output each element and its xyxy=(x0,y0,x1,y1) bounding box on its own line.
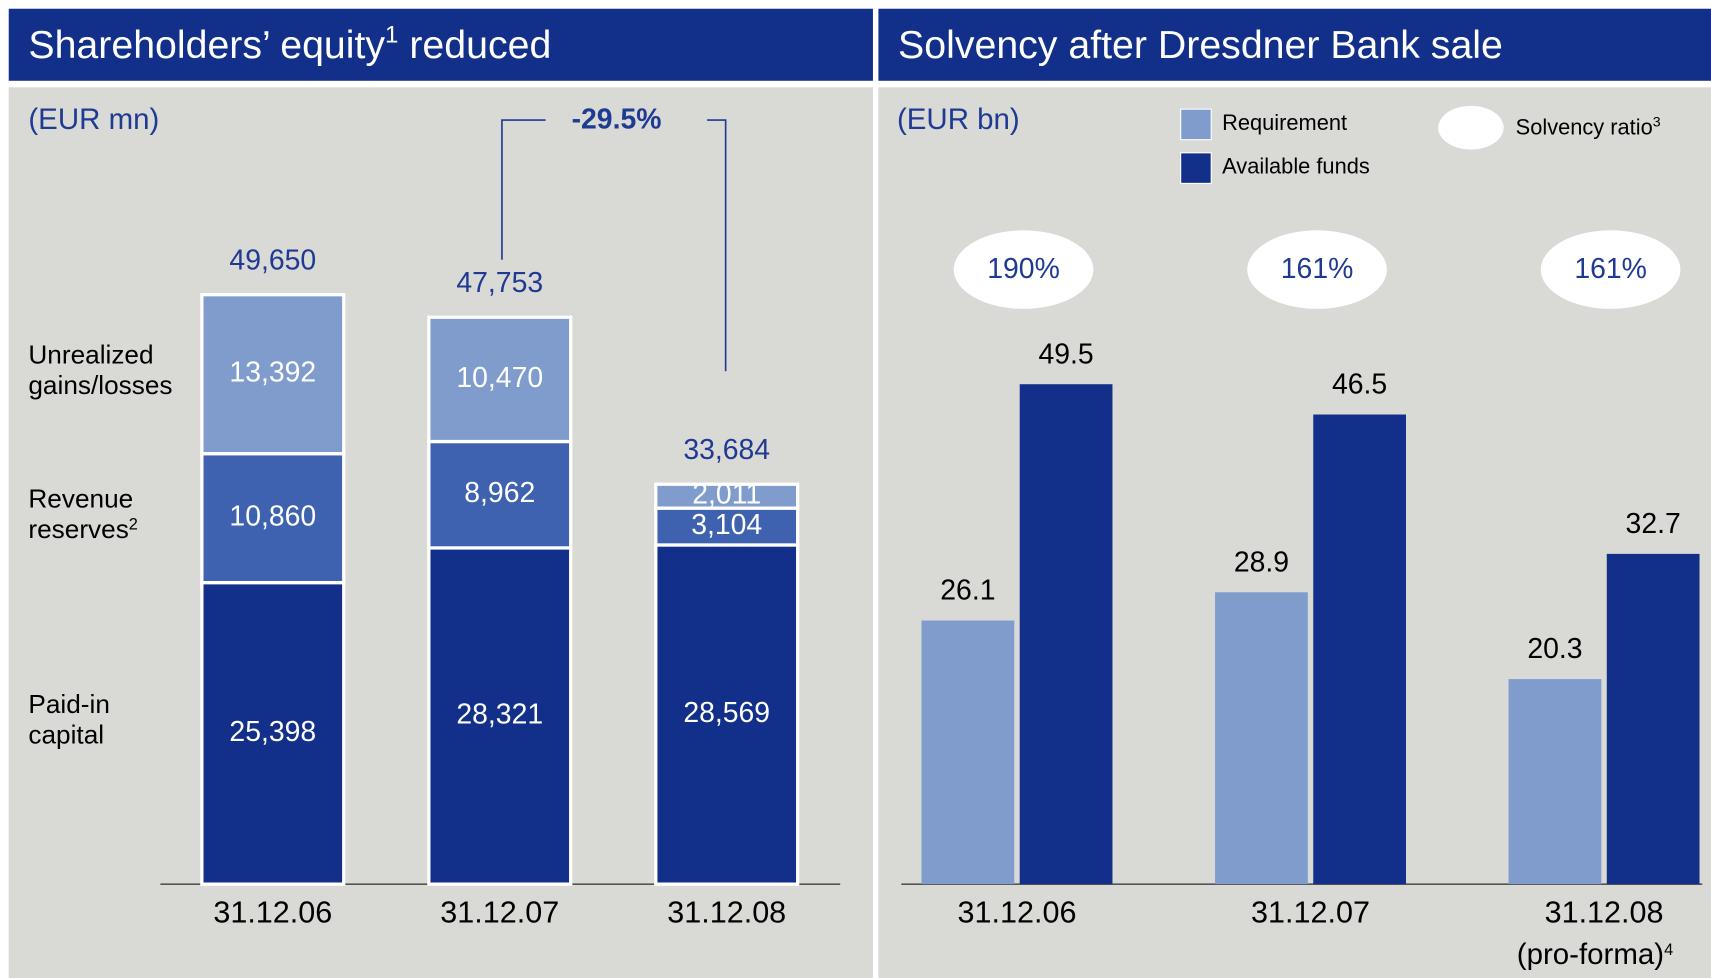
bar xyxy=(1215,592,1308,885)
bar xyxy=(1313,414,1406,885)
pro-forma-note: 4 xyxy=(1664,940,1674,960)
legend-ratio-swatch xyxy=(1438,105,1504,150)
ratio-label: 190% xyxy=(987,253,1060,285)
legend-swatch xyxy=(1180,152,1212,184)
series-name: Paid-in capital xyxy=(28,689,110,750)
legend-label: Available funds xyxy=(1222,154,1370,180)
value-label: 46.5 xyxy=(1332,369,1387,401)
value-label: 28.9 xyxy=(1234,546,1289,578)
ratio-name: Solvency ratio xyxy=(1515,115,1653,140)
x-tick-label: 31.12.06 xyxy=(958,896,1077,930)
x-tick-label: 31.12.07 xyxy=(440,896,559,930)
series-note: 2 xyxy=(128,515,138,534)
ratio-label: 161% xyxy=(1574,253,1647,285)
segment-label: 3,104 xyxy=(691,509,762,541)
unit-label: (EUR mn) xyxy=(28,102,160,136)
series-label: Revenue reserves2 xyxy=(28,485,192,546)
series-name: Unrealized gains/losses xyxy=(28,340,173,401)
ratio-bubble xyxy=(1540,230,1681,309)
bar-segment xyxy=(427,546,573,886)
bar-segment xyxy=(654,543,800,886)
bar-segment xyxy=(654,506,800,547)
title-note: 1 xyxy=(385,20,399,49)
series-label: Unrealized gains/losses xyxy=(28,341,192,402)
x-tick-label: 31.12.07 xyxy=(1251,896,1370,930)
ratio-note: 3 xyxy=(1652,113,1661,130)
title: Solvency after Dresdner Bank sale xyxy=(898,21,1503,67)
total-label: 33,684 xyxy=(683,434,770,466)
value-label: 49.5 xyxy=(1038,338,1093,370)
segment-label: 10,860 xyxy=(229,501,316,533)
legend-swatch xyxy=(1180,108,1212,141)
bar xyxy=(1508,679,1602,885)
title: Shareholders’ equity xyxy=(28,21,386,67)
change-bracket-right xyxy=(707,119,727,372)
bar xyxy=(1606,553,1700,885)
segment-label: 10,470 xyxy=(456,362,543,394)
value-label: 26.1 xyxy=(940,575,995,607)
left-header: Shareholders’ equity1 reduced xyxy=(8,8,873,81)
title-end: reduced xyxy=(398,21,552,67)
total-label: 47,753 xyxy=(456,267,543,299)
legend-label: Solvency ratio3 xyxy=(1515,113,1661,141)
change-label: -29.5% xyxy=(572,104,662,136)
segment-label: 13,392 xyxy=(229,357,316,389)
segment-label: 25,398 xyxy=(229,716,316,748)
bar-segment xyxy=(427,439,573,550)
x-tick-label: 31.12.08 xyxy=(1545,896,1664,930)
right-header: Solvency after Dresdner Bank sale xyxy=(878,8,1711,81)
bar-segment xyxy=(200,293,346,456)
series-label: Paid-in capital xyxy=(28,690,192,751)
value-label: 20.3 xyxy=(1527,633,1582,665)
x-tick-label: 31.12.06 xyxy=(213,896,332,930)
ratio-bubble xyxy=(953,230,1094,309)
x-tick-label: 31.12.08 xyxy=(667,896,786,930)
ratio-bubble xyxy=(1247,230,1387,309)
unit-label: (EUR bn) xyxy=(896,102,1020,136)
pro-forma-label: (pro-forma)4 xyxy=(1517,937,1673,972)
legend-label: Requirement xyxy=(1222,111,1348,136)
segment-label: 8,962 xyxy=(464,477,535,509)
total-label: 49,650 xyxy=(229,244,316,276)
value-label: 32.7 xyxy=(1626,508,1681,540)
segment-label: 28,569 xyxy=(683,697,770,729)
segment-label: 2,011 xyxy=(692,479,761,511)
pro-forma-text: (pro-forma) xyxy=(1516,937,1665,971)
bar-segment xyxy=(654,482,800,510)
series-name: Revenue reserves xyxy=(28,484,134,545)
bar xyxy=(921,620,1015,885)
segment-label: 28,321 xyxy=(456,699,543,731)
change-bracket-left xyxy=(501,119,546,260)
ratio-label: 161% xyxy=(1281,253,1354,285)
bar-segment xyxy=(427,315,573,444)
bar xyxy=(1019,384,1113,885)
